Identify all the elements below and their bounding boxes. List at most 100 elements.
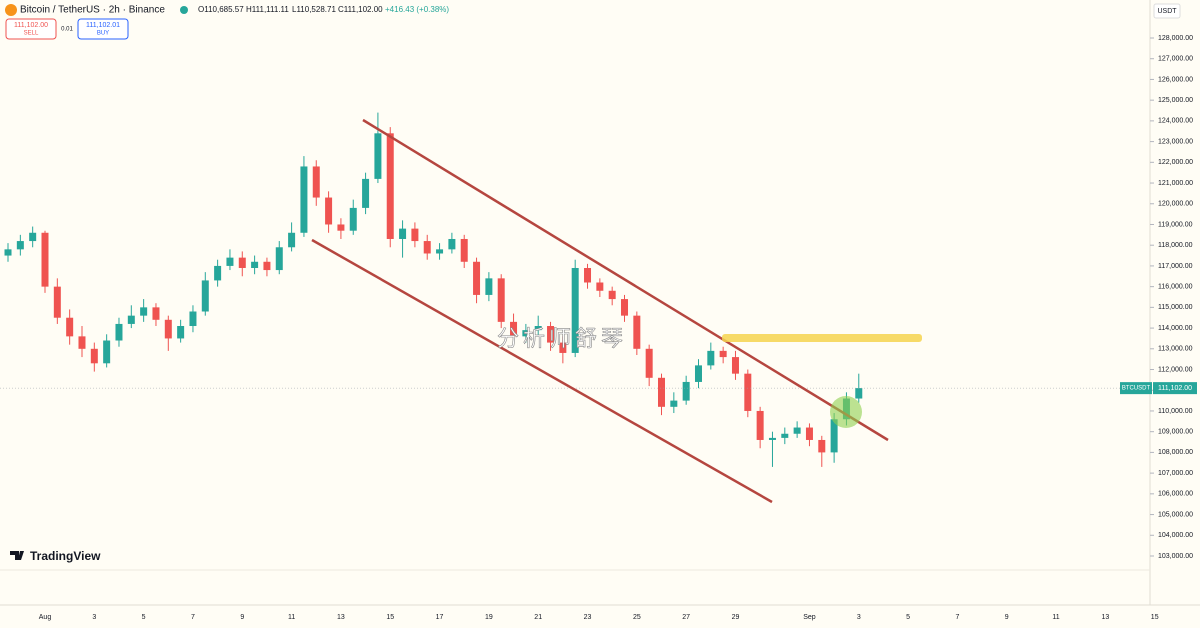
y-tick-label: 107,000.00 [1158,470,1193,477]
candle-body [16,241,24,250]
candle-body [140,307,148,316]
candle-body [731,357,739,374]
x-tick-label: 17 [436,614,444,621]
x-tick-label: 11 [1052,614,1059,621]
candle-body [584,267,592,283]
x-tick-label: 19 [485,614,493,621]
x-tick-label: 25 [633,614,641,621]
candle-body [226,257,234,266]
candle-body [744,373,752,411]
channel-lower [311,238,773,504]
y-tick-label: 117,000.00 [1158,263,1193,270]
sell-button[interactable] [5,18,57,40]
status-dot [180,6,188,14]
candle-body [756,410,764,440]
candle-body [288,232,296,248]
candle-body [460,238,468,262]
symbol-tag: BTCUSDT [1122,386,1151,392]
channel-upper [362,118,889,442]
high: H111,111.11 [246,5,289,14]
x-tick-label: 3 [92,614,96,621]
candle-body [201,280,209,312]
currency: USDT [1157,8,1177,15]
candle-body [152,307,160,320]
candle-body [793,427,801,434]
currency-button[interactable] [1153,3,1181,19]
x-tick-label: 29 [732,614,740,621]
y-tick-label: 126,000.00 [1158,76,1193,83]
x-tick-label: 15 [386,614,394,621]
x-tick-label: 13 [337,614,345,621]
candle-body [251,261,259,268]
candle-body [497,278,505,322]
x-tick-label: 13 [1101,614,1109,621]
last-price-box [1153,382,1197,395]
candle-body [645,348,653,378]
x-tick-label: 21 [534,614,542,621]
x-tick-label: Aug [39,614,52,621]
y-tick-label: 106,000.00 [1158,491,1193,498]
resistance-zone [722,334,922,342]
sell-label: SELL [24,31,39,37]
candle-body [411,228,419,242]
candle-body [275,247,283,271]
candle-body [547,326,555,343]
y-tick-label: 108,000.00 [1158,449,1193,456]
candle-body [263,261,271,271]
y-tick-label: 112,000.00 [1158,366,1193,373]
sell-price: 111,102.00 [14,22,48,29]
candle-body [485,278,493,295]
candle-body [608,290,616,300]
y-tick-label: 104,000.00 [1158,532,1193,539]
y-tick-label: 114,000.00 [1158,325,1193,332]
candle-body [448,238,456,250]
candle-body [510,321,518,337]
candle-body [682,381,690,401]
candle-body [66,317,74,337]
candle-body [214,265,222,281]
y-tick-label: 127,000.00 [1158,56,1193,63]
candle-body [855,388,863,399]
y-tick-label: 115,000.00 [1158,304,1193,311]
open: O110,685.57 [198,5,244,14]
symbol-logo [5,4,17,16]
y-tick-label: 125,000.00 [1158,97,1193,104]
candle-body [596,282,604,291]
buy-button[interactable] [77,18,129,40]
candle-body [300,166,308,233]
candle-body [29,232,37,242]
candle-body [818,439,826,453]
candle-body [534,326,542,331]
candle-body [423,241,431,254]
candle-body [127,315,135,324]
y-tick-label: 124,000.00 [1158,118,1193,125]
candle-body [559,342,567,353]
x-tick-label: 9 [1005,614,1009,621]
y-tick-label: 110,000.00 [1158,408,1193,415]
candle-body [349,207,357,231]
candle-body [719,350,727,358]
y-tick-label: 119,000.00 [1158,221,1193,228]
x-tick-label: 11 [288,614,295,621]
candle-body [399,228,407,239]
y-tick-label: 120,000.00 [1158,201,1193,208]
y-tick-label: 122,000.00 [1158,159,1193,166]
close: C111,102.00 [338,5,383,14]
x-tick-label: 27 [682,614,690,621]
buy-price: 111,102.01 [86,22,120,29]
x-tick-label: 7 [191,614,195,621]
candle-body [362,178,370,208]
low: L110,528.71 [292,5,336,14]
x-tick-label: Sep [803,614,816,621]
y-tick-label: 113,000.00 [1158,346,1193,353]
change: +416.43 (+0.38%) [385,5,449,14]
symbol[interactable]: Bitcoin / TetherUS · 2h · Binance [20,5,165,16]
y-tick-label: 103,000.00 [1158,553,1193,560]
y-tick-label: 123,000.00 [1158,138,1193,145]
candle-body [670,400,678,407]
watermark: 分析师舒琴 [497,326,627,351]
candle-body [238,257,246,268]
candle-body [694,365,702,382]
